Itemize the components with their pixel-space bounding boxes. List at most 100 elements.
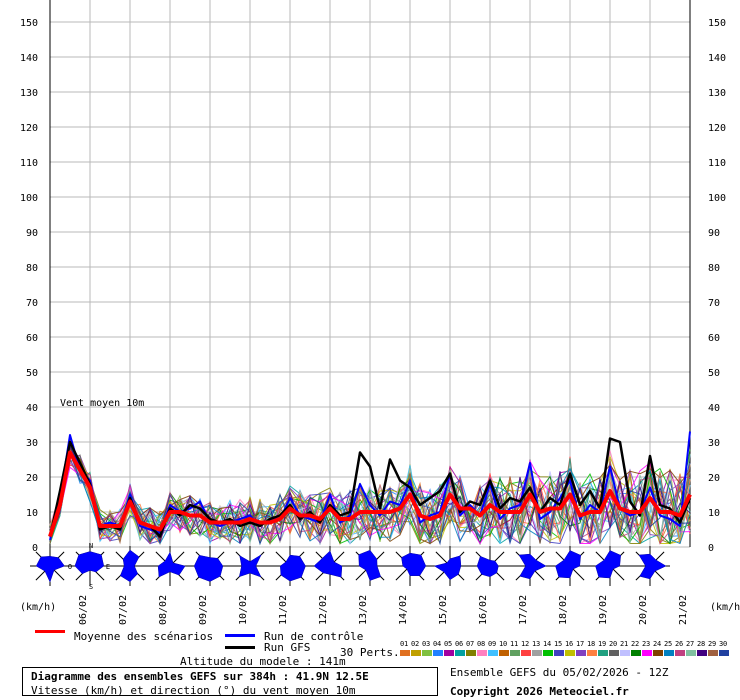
- x-date-label: 07/02: [118, 595, 129, 625]
- pert-number: 03: [422, 640, 431, 648]
- wind-rose: [430, 546, 470, 586]
- rose-shape: [518, 553, 547, 580]
- rose-shape: [313, 550, 343, 578]
- pert-color-swatch: [543, 650, 553, 656]
- rose-shape: [119, 549, 140, 583]
- legend-control-label: Run de contrôle: [264, 630, 364, 643]
- pert-color-swatch: [400, 650, 410, 656]
- y-tick-label-right: 40: [708, 403, 720, 414]
- legend-mean-label: Moyenne des scénarios: [74, 630, 214, 643]
- rose-shape: [193, 555, 224, 582]
- rose-shape: [476, 555, 499, 578]
- x-date-label: 14/02: [398, 595, 409, 625]
- x-date-label: 18/02: [558, 595, 569, 625]
- footer-subtitle: Vitesse (km/h) et direction (°) du vent …: [31, 684, 356, 697]
- pert-color-swatch: [609, 650, 619, 656]
- y-tick-label-left: 120: [20, 123, 38, 134]
- x-date-label: 15/02: [438, 595, 449, 625]
- compass-letter: N: [89, 542, 93, 550]
- pert-color-swatch: [587, 650, 597, 656]
- pert-color-swatch: [576, 650, 586, 656]
- main-series-lines: [48, 431, 692, 541]
- x-date-label: 08/02: [158, 595, 169, 625]
- y-tick-label-right: 140: [708, 53, 726, 64]
- pert-number: 25: [664, 640, 673, 648]
- pert-color-swatch: [719, 650, 729, 656]
- wind-rose: [590, 546, 630, 586]
- pert-number: 10: [499, 640, 508, 648]
- pert-number: 11: [510, 640, 519, 648]
- legend-swatch-gfs: [225, 646, 255, 649]
- y-tick-label-right: 130: [708, 88, 726, 99]
- pert-color-swatch: [631, 650, 641, 656]
- pert-number: 15: [554, 640, 563, 648]
- pert-number: 04: [433, 640, 442, 648]
- pert-number: 12: [521, 640, 530, 648]
- compass-letter: O: [68, 563, 72, 571]
- pert-color-swatch: [532, 650, 542, 656]
- compass-letter: S: [89, 583, 93, 591]
- pert-color-swatch: [411, 650, 421, 656]
- rose-shape: [280, 554, 306, 582]
- copyright: Copyright 2026 Meteociel.fr: [450, 685, 629, 698]
- footer-title: Diagramme des ensembles GEFS sur 384h : …: [31, 670, 369, 683]
- pert-color-swatch: [653, 650, 663, 656]
- wind-rose: [630, 546, 670, 586]
- pert-number: 07: [466, 640, 475, 648]
- y-tick-label-left: 40: [26, 403, 38, 414]
- y-tick-label-right: 0: [708, 543, 714, 554]
- wind-rose: [70, 546, 110, 586]
- pert-number: 13: [532, 640, 541, 648]
- x-date-label: 21/02: [678, 595, 689, 625]
- x-date-label: 12/02: [318, 595, 329, 625]
- pert-number: 22: [631, 640, 640, 648]
- pert-color-swatch: [697, 650, 707, 656]
- pert-color-swatch: [686, 650, 696, 656]
- pert-number: 09: [488, 640, 497, 648]
- y-tick-label-right: 150: [708, 18, 726, 29]
- y-tick-label-left: 20: [26, 473, 38, 484]
- wind-rose: [390, 546, 430, 586]
- pert-number: 24: [653, 640, 662, 648]
- y-tick-label-right: 100: [708, 193, 726, 204]
- pert-number: 14: [543, 640, 552, 648]
- y-tick-label-right: 30: [708, 438, 720, 449]
- legend-swatch-mean: [35, 630, 65, 633]
- x-date-label: 17/02: [518, 595, 529, 625]
- y-tick-label-right: 120: [708, 123, 726, 134]
- wind-rose: [150, 546, 190, 586]
- pert-number: 23: [642, 640, 651, 648]
- rose-shape: [595, 550, 621, 579]
- y-tick-label-left: 70: [26, 298, 38, 309]
- y-tick-label-left: 80: [26, 263, 38, 274]
- wind-rose: [270, 546, 310, 586]
- pert-number: 20: [609, 640, 618, 648]
- x-date-label: 16/02: [478, 595, 489, 625]
- pert-color-swatch: [642, 650, 652, 656]
- y-tick-label-right: 50: [708, 368, 720, 379]
- rose-shape: [555, 550, 581, 579]
- rose-shape: [35, 556, 65, 583]
- pert-number: 02: [411, 640, 420, 648]
- compass-letter: E: [106, 563, 110, 571]
- wind-rose: [230, 546, 270, 586]
- x-date-label: 19/02: [598, 595, 609, 625]
- x-date-label: 09/02: [198, 595, 209, 625]
- pert-number: 26: [675, 640, 684, 648]
- pert-color-swatch: [510, 650, 520, 656]
- pert-number: 28: [697, 640, 706, 648]
- pert-color-swatch: [444, 650, 454, 656]
- y-tick-label-right: 70: [708, 298, 720, 309]
- y-tick-label-left: 130: [20, 88, 38, 99]
- pert-color-swatch: [521, 650, 531, 656]
- y-tick-label-left: 0: [32, 543, 38, 554]
- wind-rose: [470, 546, 510, 586]
- y-tick-label-right: 110: [708, 158, 726, 169]
- y-tick-label-left: 100: [20, 193, 38, 204]
- pert-number: 08: [477, 640, 486, 648]
- x-date-label: 20/02: [638, 595, 649, 625]
- rose-shape: [157, 551, 186, 578]
- y-axis-ticks: 0 0 10 10 20 20 30 30 40 40 50 50 60 60 70 70 80 80 90 90 10…: [20, 18, 726, 554]
- y-tick-label-left: 10: [26, 508, 38, 519]
